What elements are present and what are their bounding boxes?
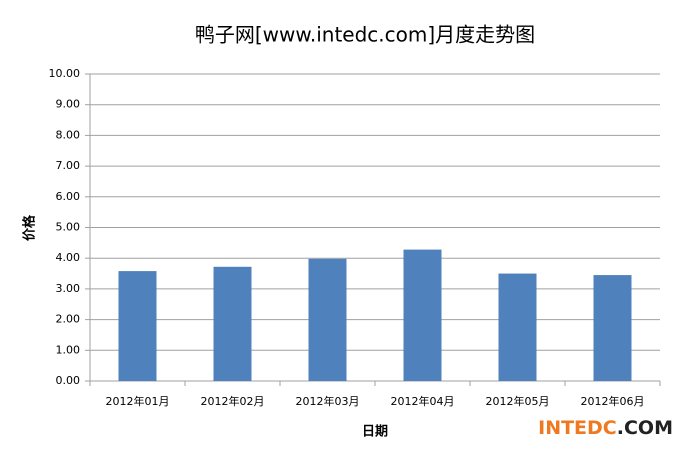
y-tick-label: 9.00	[56, 98, 81, 111]
x-tick-label: 2012年02月	[201, 394, 265, 408]
y-tick-label: 0.00	[56, 374, 81, 387]
y-tick-label: 7.00	[56, 159, 81, 172]
y-axis-label: 价格	[22, 214, 38, 241]
bar	[593, 275, 632, 381]
x-tick-label: 2012年04月	[391, 394, 455, 408]
x-tick-label: 2012年01月	[106, 394, 170, 408]
x-tick-label: 2012年03月	[296, 394, 360, 408]
y-tick-label: 3.00	[56, 282, 81, 295]
y-tick-label: 5.00	[56, 221, 81, 234]
x-tick-label: 2012年06月	[581, 394, 645, 408]
y-tick-label: 2.00	[56, 313, 81, 326]
watermark-brand: INTEDC	[538, 417, 617, 439]
bar	[118, 271, 157, 381]
y-tick-label: 6.00	[56, 190, 81, 203]
y-tick-label: 1.00	[56, 343, 81, 356]
y-tick-label: 10.00	[49, 67, 81, 80]
x-tick-label: 2012年05月	[486, 394, 550, 408]
bar	[213, 266, 252, 381]
watermark: INTEDC.COM	[538, 417, 673, 439]
y-tick-label: 8.00	[56, 128, 81, 141]
x-axis-label: 日期	[362, 425, 388, 440]
chart-title: 鸭子网[www.intedc.com]月度走势图	[195, 23, 535, 47]
bar	[498, 273, 537, 381]
watermark-suffix: .COM	[617, 417, 673, 439]
bar	[403, 249, 442, 381]
y-tick-label: 4.00	[56, 251, 81, 264]
bar	[308, 258, 347, 381]
